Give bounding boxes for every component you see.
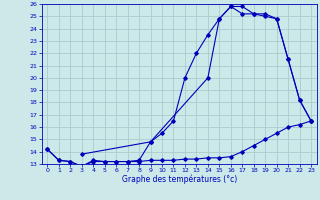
X-axis label: Graphe des températures (°c): Graphe des températures (°c): [122, 175, 237, 184]
